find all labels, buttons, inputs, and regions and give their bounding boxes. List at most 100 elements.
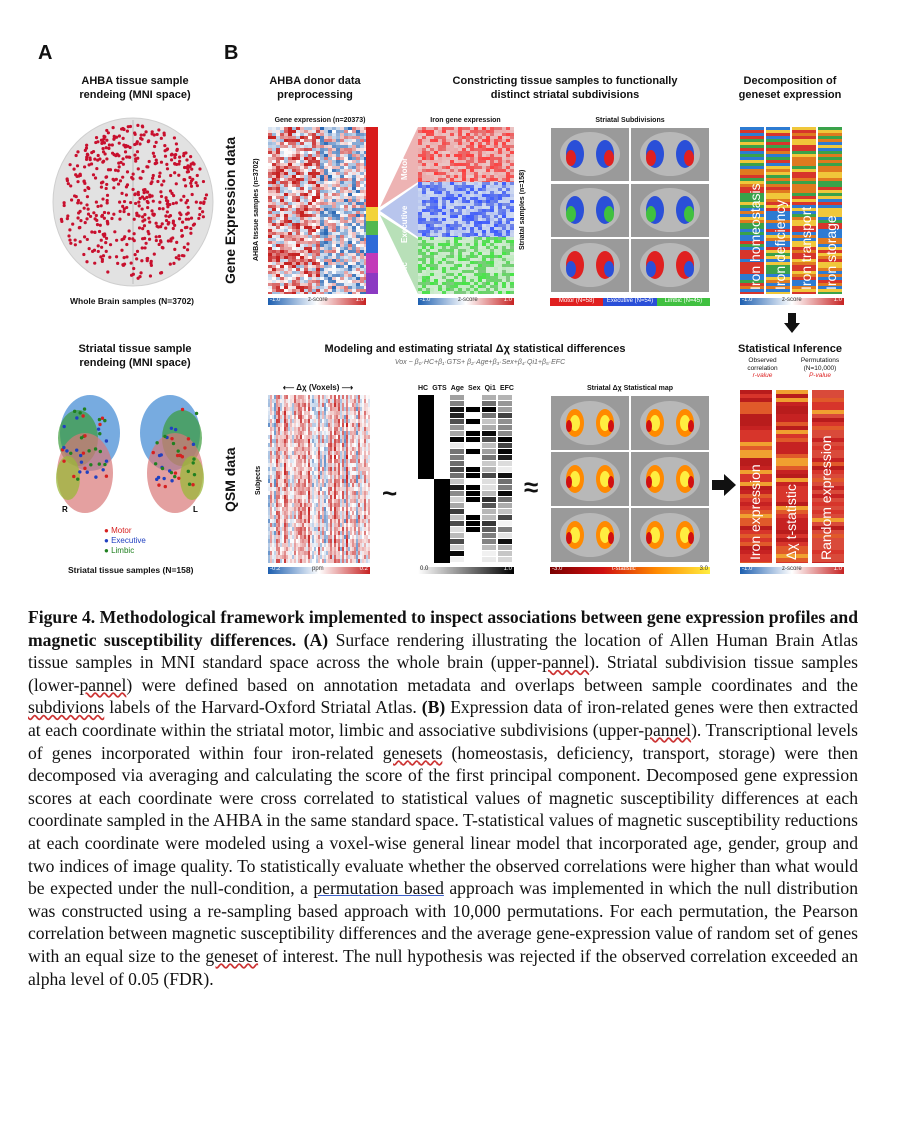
- heatmap-cell: [340, 211, 344, 214]
- heatmap-cell: [340, 145, 344, 148]
- heatmap-cell: [458, 172, 462, 175]
- heatmap-cell: [474, 288, 478, 291]
- heatmap-cell: [314, 479, 316, 483]
- heatmap-cell: [292, 163, 296, 166]
- heatmap-cell: [426, 136, 430, 139]
- heatmap-cell: [418, 252, 422, 255]
- heatmap-cell: [490, 273, 494, 276]
- heatmap-cell: [498, 188, 502, 191]
- heatmap-cell: [270, 531, 272, 535]
- heatmap-cell: [268, 187, 272, 190]
- heatmap-cell: [490, 185, 494, 188]
- heatmap-cell: [280, 208, 284, 211]
- heatmap-cell: [322, 551, 324, 555]
- heatmap-cell: [296, 543, 298, 547]
- heatmap-cell: [276, 289, 280, 292]
- heatmap-cell: [740, 283, 764, 286]
- heatmap-cell: [446, 166, 450, 169]
- heatmap-cell: [298, 411, 300, 415]
- heatmap-cell: [446, 209, 450, 212]
- heatmap-cell: [318, 527, 320, 531]
- heatmap-cell: [792, 133, 816, 136]
- sample-point: [73, 238, 77, 242]
- heatmap-cell: [818, 250, 842, 253]
- heatmap-cell: [450, 182, 454, 185]
- heatmap-cell: [286, 551, 288, 555]
- sample-point: [96, 249, 100, 254]
- heatmap-cell: [344, 199, 348, 202]
- heatmap-cell: [300, 527, 302, 531]
- heatmap-cell: [344, 229, 348, 232]
- heatmap-cell: [292, 555, 294, 559]
- heatmap-cell: [340, 244, 344, 247]
- sample-point: [164, 198, 169, 203]
- a-bottom-legend: ● Motor ● Executive ● Limbic: [104, 526, 146, 556]
- sample-point: [79, 219, 83, 223]
- sample-point: [93, 157, 97, 161]
- sample-point: [151, 199, 155, 203]
- heatmap-cell: [792, 160, 816, 163]
- heatmap-cell: [320, 265, 324, 268]
- heatmap-cell: [498, 261, 502, 264]
- heatmap-cell: [270, 447, 272, 451]
- heatmap-cell: [446, 243, 450, 246]
- heatmap-cell: [498, 191, 502, 194]
- heatmap-cell: [314, 523, 316, 527]
- sample-point: [70, 198, 74, 202]
- sample-point: [152, 133, 156, 137]
- heatmap-cell: [316, 178, 320, 181]
- heatmap-cell: [470, 227, 474, 230]
- heatmap-cell: [272, 232, 276, 235]
- heatmap-cell: [312, 483, 314, 487]
- heatmap-cell: [422, 246, 426, 249]
- heatmap-cell: [280, 145, 284, 148]
- heatmap-cell: [418, 127, 422, 130]
- heatmap-cell: [304, 523, 306, 527]
- heatmap-cell: [320, 163, 324, 166]
- heatmap-cell: [494, 218, 498, 221]
- heatmap-cell: [418, 200, 422, 203]
- heatmap-cell: [320, 160, 324, 163]
- heatmap-cell: [310, 479, 312, 483]
- heatmap-cell: [450, 188, 454, 191]
- heatmap-cell: [316, 531, 318, 535]
- heatmap-cell: [348, 193, 352, 196]
- heatmap-cell: [344, 238, 348, 241]
- heatmap-cell: [506, 178, 510, 181]
- heatmap-cell: [304, 475, 306, 479]
- heatmap-cell: [426, 154, 430, 157]
- heatmap-cell: [304, 145, 308, 148]
- heatmap-cell: [272, 451, 274, 455]
- heatmap-cell: [272, 235, 276, 238]
- heatmap-cell: [324, 439, 326, 443]
- heatmap-cell: [470, 273, 474, 276]
- heatmap-cell: [332, 238, 336, 241]
- heatmap-cell: [312, 229, 316, 232]
- heatmap-cell: [344, 130, 348, 133]
- sample-point: [121, 162, 125, 166]
- heatmap-cell: [360, 127, 364, 130]
- heatmap-cell: [434, 169, 438, 172]
- heatmap-cell: [268, 262, 272, 265]
- sample-point: [172, 136, 177, 140]
- heatmap-cell: [344, 286, 348, 289]
- heatmap-cell: [316, 495, 318, 499]
- heatmap-cell: [466, 282, 470, 285]
- heatmap-cell: [280, 427, 282, 431]
- heatmap-cell: [340, 187, 344, 190]
- heatmap-cell: [314, 503, 316, 507]
- heatmap-cell: [458, 136, 462, 139]
- sample-point: [141, 169, 145, 174]
- heatmap-cell: [360, 253, 364, 256]
- heatmap-cell: [430, 215, 434, 218]
- heatmap-cell: [316, 208, 320, 211]
- heatmap-cell: [502, 273, 506, 276]
- heatmap-cell: [466, 288, 470, 291]
- heatmap-cell: [272, 211, 276, 214]
- heatmap-cell: [486, 240, 490, 243]
- heatmap-cell: [310, 559, 312, 563]
- heatmap-cell: [288, 423, 290, 427]
- heatmap-cell: [268, 235, 272, 238]
- heatmap-cell: [322, 515, 324, 519]
- heatmap-cell: [470, 282, 474, 285]
